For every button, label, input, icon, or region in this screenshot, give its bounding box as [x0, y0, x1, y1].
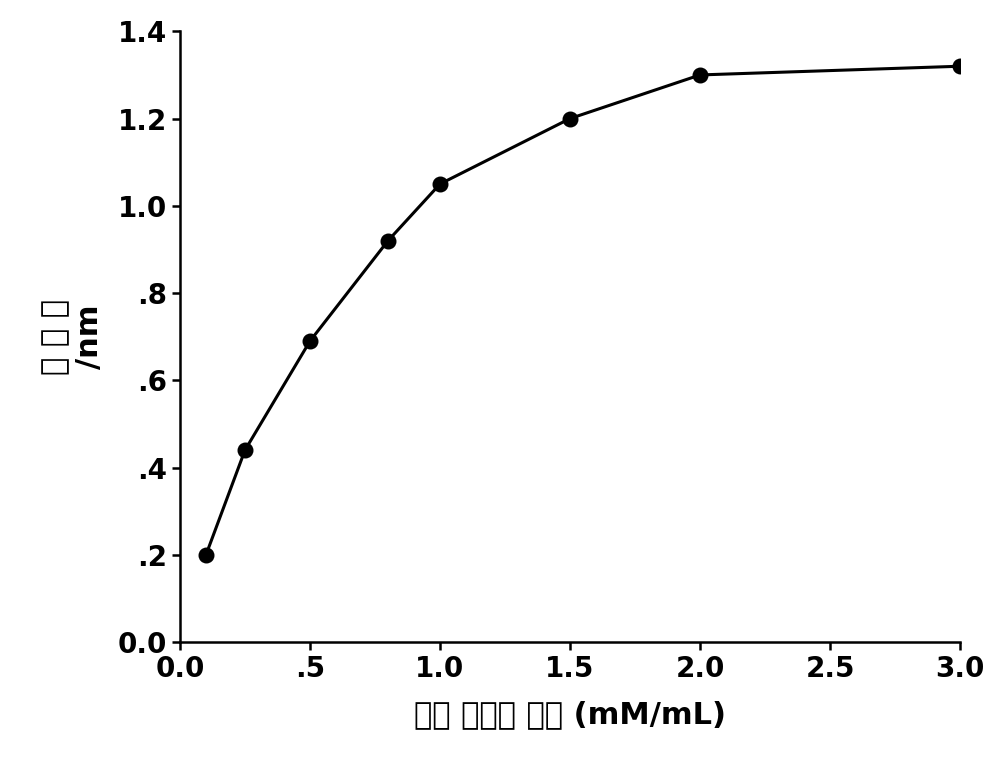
- Y-axis label: 吸 光 値
/nm: 吸 光 値 /nm: [41, 298, 104, 375]
- X-axis label: 氨苄 青霍素 浓度 (mM/mL): 氨苄 青霍素 浓度 (mM/mL): [414, 700, 726, 729]
